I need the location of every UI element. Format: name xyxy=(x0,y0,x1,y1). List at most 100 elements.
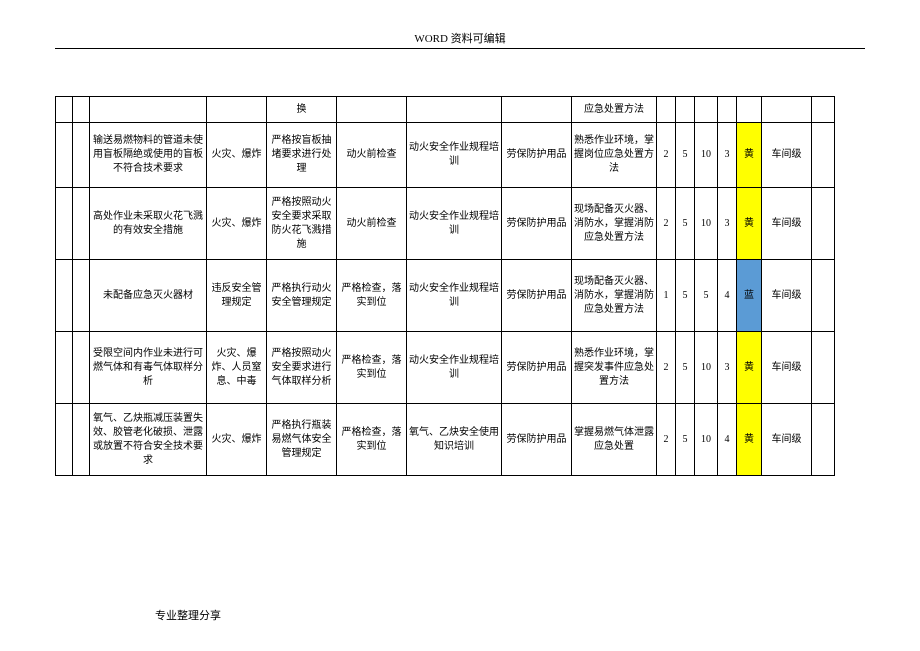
table-cell: 2 xyxy=(657,123,676,188)
table-cell: 熟悉作业环境，掌握岗位应急处置方法 xyxy=(572,123,657,188)
table-cell: 掌握易燃气体泄露应急处置 xyxy=(572,404,657,476)
risk-table: 换应急处置方法输送易燃物料的管道未使用盲板隔绝或使用的盲板不符合技术要求火灾、爆… xyxy=(55,96,835,476)
table-cell: 10 xyxy=(695,332,718,404)
table-cell: 5 xyxy=(695,260,718,332)
table-cell: 5 xyxy=(676,123,695,188)
table-cell: 4 xyxy=(718,260,737,332)
table-cell xyxy=(812,260,835,332)
table-cell xyxy=(56,97,73,123)
table-cell: 劳保防护用品 xyxy=(502,404,572,476)
table-cell: 换 xyxy=(267,97,337,123)
table-cell xyxy=(812,332,835,404)
table-row: 换 应急处置方法 xyxy=(56,97,835,123)
table-cell: 车间级 xyxy=(762,123,812,188)
table-cell: 蓝 xyxy=(737,260,762,332)
table-cell: 严格检查，落实到位 xyxy=(337,332,407,404)
table-cell: 3 xyxy=(718,332,737,404)
table-cell xyxy=(762,97,812,123)
table-cell: 动火安全作业规程培训 xyxy=(407,260,502,332)
table-cell xyxy=(502,97,572,123)
table-cell: 劳保防护用品 xyxy=(502,123,572,188)
table-cell: 动火前检查 xyxy=(337,188,407,260)
table-cell: 氧气、乙炔安全使用知识培训 xyxy=(407,404,502,476)
table-cell: 2 xyxy=(657,332,676,404)
table-cell: 2 xyxy=(657,404,676,476)
table-cell: 5 xyxy=(676,404,695,476)
table-cell xyxy=(73,404,90,476)
page-header: WORD 资料可编辑 xyxy=(0,30,920,46)
table-cell xyxy=(718,97,737,123)
table-cell xyxy=(56,404,73,476)
table-cell: 动火安全作业规程培训 xyxy=(407,123,502,188)
table-cell: 火灾、爆炸、人员窒息、中毒 xyxy=(207,332,267,404)
table-cell: 5 xyxy=(676,188,695,260)
table-cell: 劳保防护用品 xyxy=(502,188,572,260)
table-cell: 黄 xyxy=(737,404,762,476)
table-cell: 氧气、乙炔瓶减压装置失效、胶管老化破损、泄露或放置不符合安全技术要求 xyxy=(90,404,207,476)
table-cell: 严格按照动火安全要求进行气体取样分析 xyxy=(267,332,337,404)
table-cell xyxy=(73,123,90,188)
table-cell: 黄 xyxy=(737,123,762,188)
table-cell xyxy=(56,123,73,188)
table-row: 氧气、乙炔瓶减压装置失效、胶管老化破损、泄露或放置不符合安全技术要求火灾、爆炸严… xyxy=(56,404,835,476)
table-cell: 黄 xyxy=(737,332,762,404)
table-cell: 1 xyxy=(657,260,676,332)
table-cell xyxy=(73,260,90,332)
table-row: 未配备应急灭火器材违反安全管理规定严格执行动火安全管理规定严格检查，落实到位动火… xyxy=(56,260,835,332)
table-cell xyxy=(812,188,835,260)
table-cell: 4 xyxy=(718,404,737,476)
table-cell: 动火前检查 xyxy=(337,123,407,188)
table-cell: 严格检查，落实到位 xyxy=(337,404,407,476)
table-cell: 黄 xyxy=(737,188,762,260)
table-cell: 2 xyxy=(657,188,676,260)
table-cell xyxy=(90,97,207,123)
table-cell xyxy=(207,97,267,123)
table-cell: 受限空间内作业未进行可燃气体和有毒气体取样分析 xyxy=(90,332,207,404)
page-footer: 专业整理分享 xyxy=(155,607,221,623)
table-cell: 熟悉作业环境，掌握突发事件应急处置方法 xyxy=(572,332,657,404)
table-cell: 3 xyxy=(718,188,737,260)
header-rule xyxy=(55,48,865,49)
table-cell: 严格按盲板抽堵要求进行处理 xyxy=(267,123,337,188)
table-container: 换应急处置方法输送易燃物料的管道未使用盲板隔绝或使用的盲板不符合技术要求火灾、爆… xyxy=(55,96,835,476)
table-cell: 劳保防护用品 xyxy=(502,332,572,404)
table-cell: 3 xyxy=(718,123,737,188)
table-cell xyxy=(737,97,762,123)
table-cell: 严格检查，落实到位 xyxy=(337,260,407,332)
table-cell xyxy=(56,260,73,332)
table-cell: 火灾、爆炸 xyxy=(207,188,267,260)
table-cell xyxy=(812,97,835,123)
table-cell: 严格按照动火安全要求采取防火花飞溅措施 xyxy=(267,188,337,260)
table-cell xyxy=(73,332,90,404)
table-cell: 10 xyxy=(695,123,718,188)
table-row: 受限空间内作业未进行可燃气体和有毒气体取样分析火灾、爆炸、人员窒息、中毒严格按照… xyxy=(56,332,835,404)
table-cell: 现场配备灭火器、消防水，掌握消防应急处置方法 xyxy=(572,260,657,332)
table-cell: 严格执行动火安全管理规定 xyxy=(267,260,337,332)
table-row: 高处作业未采取火花飞溅的有效安全措施火灾、爆炸严格按照动火安全要求采取防火花飞溅… xyxy=(56,188,835,260)
table-cell: 车间级 xyxy=(762,188,812,260)
table-cell xyxy=(337,97,407,123)
table-cell: 动火安全作业规程培训 xyxy=(407,332,502,404)
table-cell xyxy=(56,332,73,404)
table-cell: 车间级 xyxy=(762,260,812,332)
table-cell: 火灾、爆炸 xyxy=(207,404,267,476)
table-cell: 劳保防护用品 xyxy=(502,260,572,332)
table-cell xyxy=(812,404,835,476)
table-cell xyxy=(676,97,695,123)
table-cell xyxy=(73,97,90,123)
table-cell: 车间级 xyxy=(762,332,812,404)
table-cell xyxy=(56,188,73,260)
table-cell: 严格执行瓶装易燃气体安全管理规定 xyxy=(267,404,337,476)
table-cell: 5 xyxy=(676,332,695,404)
table-cell: 高处作业未采取火花飞溅的有效安全措施 xyxy=(90,188,207,260)
table-cell xyxy=(812,123,835,188)
table-cell xyxy=(407,97,502,123)
table-cell: 违反安全管理规定 xyxy=(207,260,267,332)
table-row: 输送易燃物料的管道未使用盲板隔绝或使用的盲板不符合技术要求火灾、爆炸严格按盲板抽… xyxy=(56,123,835,188)
table-cell: 10 xyxy=(695,404,718,476)
table-cell: 现场配备灭火器、消防水，掌握消防应急处置方法 xyxy=(572,188,657,260)
table-cell xyxy=(657,97,676,123)
table-cell: 应急处置方法 xyxy=(572,97,657,123)
table-cell: 输送易燃物料的管道未使用盲板隔绝或使用的盲板不符合技术要求 xyxy=(90,123,207,188)
table-cell: 未配备应急灭火器材 xyxy=(90,260,207,332)
